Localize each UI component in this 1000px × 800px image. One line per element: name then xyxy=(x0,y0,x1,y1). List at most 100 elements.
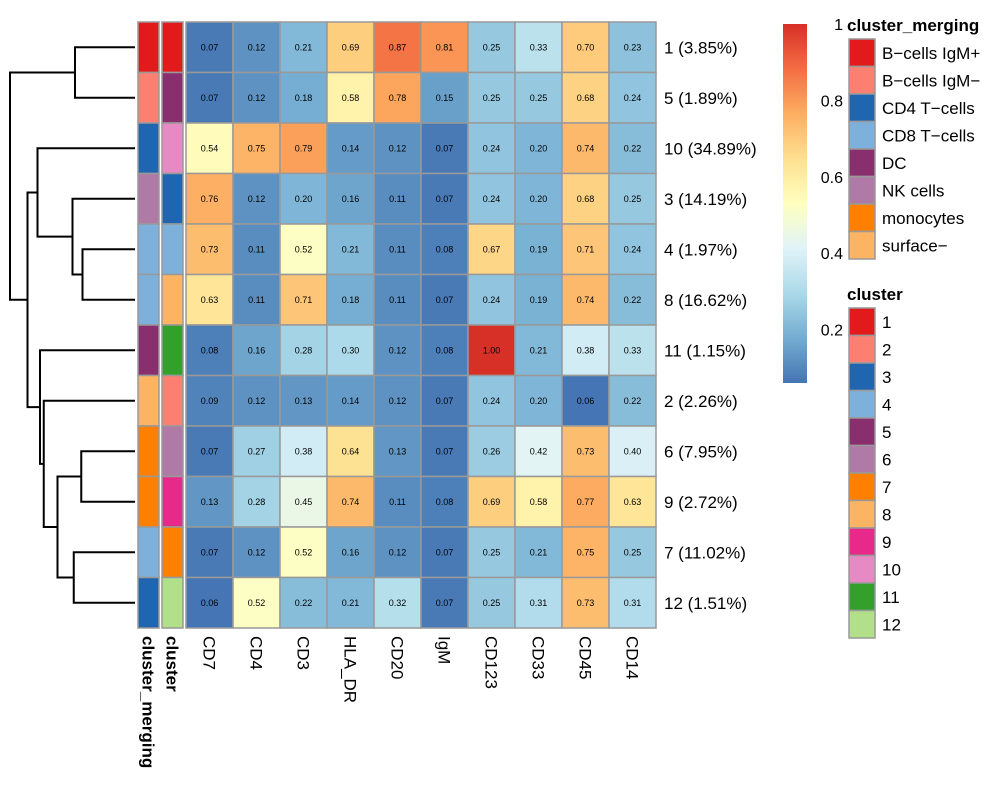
heatmap-cell xyxy=(326,324,375,377)
column-label: HLA_DR xyxy=(341,636,360,703)
cell-value-label: 0.07 xyxy=(436,547,454,557)
row-label: 9 (2.72%) xyxy=(664,493,738,512)
heatmap-cell xyxy=(420,122,469,175)
dendrogram-branch xyxy=(72,551,135,604)
annotation-label-cluster: cluster xyxy=(163,636,182,692)
annotation-cell-cluster xyxy=(161,425,184,478)
cell-value-label: 0.14 xyxy=(342,143,360,153)
legend-item-label: 10 xyxy=(882,560,901,579)
heatmap-cell xyxy=(514,475,563,528)
legend-swatch xyxy=(848,334,876,364)
heatmap-cell xyxy=(279,71,328,124)
heatmap-cell xyxy=(420,71,469,124)
column-label: CD123 xyxy=(482,636,501,689)
color-scale-bar xyxy=(783,24,807,383)
heatmap-cell xyxy=(326,223,375,276)
heatmap-cell xyxy=(373,71,422,124)
cell-value-label: 0.30 xyxy=(342,345,360,355)
heatmap-cell xyxy=(185,526,234,579)
cell-value-label: 0.74 xyxy=(577,143,595,153)
heatmap-cell xyxy=(514,526,563,579)
cell-value-label: 0.67 xyxy=(483,244,501,254)
annotation-cell-merging xyxy=(137,223,160,276)
annotation-cell-merging xyxy=(137,576,160,629)
color-scale-tick-label: 1 xyxy=(834,17,843,34)
cell-value-label: 0.24 xyxy=(483,194,501,204)
heatmap-cell xyxy=(279,223,328,276)
annotation-cell-cluster xyxy=(161,374,184,427)
cell-value-label: 0.06 xyxy=(577,396,595,406)
legend-item-label: surface− xyxy=(882,236,948,255)
heatmap-cell xyxy=(561,223,610,276)
column-label: CD14 xyxy=(623,636,642,679)
legend-item-label: CD4 T−cells xyxy=(882,99,975,118)
legend-item-label: B−cells IgM+ xyxy=(882,44,980,63)
cell-value-label: 0.19 xyxy=(530,244,548,254)
heatmap-cell xyxy=(608,71,657,124)
row-label: 12 (1.51%) xyxy=(664,594,747,613)
row-label: 6 (7.95%) xyxy=(664,442,738,461)
row-label: 4 (1.97%) xyxy=(664,240,738,259)
cell-value-label: 0.20 xyxy=(530,194,548,204)
cell-value-label: 0.33 xyxy=(530,42,548,52)
cell-value-label: 0.31 xyxy=(624,598,642,608)
cell-value-label: 0.11 xyxy=(389,194,406,204)
annotation-cell-merging xyxy=(137,526,160,579)
cell-value-label: 0.24 xyxy=(624,93,642,103)
heatmap-cell xyxy=(279,374,328,427)
heatmap-cell xyxy=(608,374,657,427)
cell-value-label: 0.13 xyxy=(295,396,313,406)
legend-swatch xyxy=(848,175,876,205)
legend-swatch xyxy=(848,230,876,260)
dendrogram-branch xyxy=(9,71,75,301)
legend-swatch xyxy=(848,444,876,474)
legend-item-label: 8 xyxy=(882,505,891,524)
heatmap-cell xyxy=(514,21,563,74)
cell-value-label: 0.45 xyxy=(295,497,313,507)
cell-value-label: 0.08 xyxy=(436,497,454,507)
heatmap-cell xyxy=(467,526,516,579)
cell-value-label: 0.25 xyxy=(530,93,548,103)
heatmap-cell xyxy=(561,71,610,124)
heatmap-cell xyxy=(279,21,328,74)
heatmap-cell xyxy=(608,122,657,175)
cell-value-label: 0.11 xyxy=(248,295,265,305)
legend-swatch xyxy=(848,120,876,150)
cell-value-label: 0.69 xyxy=(483,497,501,507)
cell-value-label: 0.38 xyxy=(295,446,313,456)
cell-value-label: 0.15 xyxy=(436,93,454,103)
heatmap-cell xyxy=(279,324,328,377)
cell-value-label: 0.06 xyxy=(201,598,219,608)
cell-value-label: 0.73 xyxy=(201,244,219,254)
cell-value-label: 0.40 xyxy=(624,446,642,456)
cell-value-label: 0.52 xyxy=(248,598,266,608)
heatmap-cell xyxy=(420,273,469,326)
heatmap-cell xyxy=(561,475,610,528)
cell-value-label: 0.12 xyxy=(389,143,407,153)
row-label: 1 (3.85%) xyxy=(664,38,738,57)
legend-item-label: 2 xyxy=(882,340,891,359)
heatmap-cells: 0.07 0.12 0.21 0.69 0.87 0.81 0.25 0.33 0.70 0.23… xyxy=(185,21,657,629)
heatmap-cell xyxy=(514,273,563,326)
cell-value-label: 0.23 xyxy=(624,42,642,52)
color-scale-tick-label: 0.2 xyxy=(821,323,843,340)
heatmap-cell xyxy=(608,475,657,528)
heatmap-cell xyxy=(467,71,516,124)
cell-value-label: 0.71 xyxy=(577,244,595,254)
legend-item-label: 7 xyxy=(882,478,891,497)
cell-value-label: 0.09 xyxy=(201,396,219,406)
heatmap-cell xyxy=(185,273,234,326)
row-labels: 1 (3.85%) 5 (1.89%) 10 (34.89%) 3 (14.19%) 4… xyxy=(664,38,757,613)
row-label: 2 (2.26%) xyxy=(664,392,738,411)
annotation-cell-cluster xyxy=(161,526,184,579)
annotation-cell-merging xyxy=(137,122,160,175)
cell-value-label: 0.22 xyxy=(295,598,313,608)
cell-value-label: 0.54 xyxy=(201,143,219,153)
cell-value-label: 0.13 xyxy=(201,497,219,507)
legend-swatch xyxy=(848,38,876,68)
heatmap-cell xyxy=(326,273,375,326)
heatmap-cell xyxy=(561,21,610,74)
dendrogram-branch xyxy=(56,475,82,579)
heatmap-cell xyxy=(420,475,469,528)
